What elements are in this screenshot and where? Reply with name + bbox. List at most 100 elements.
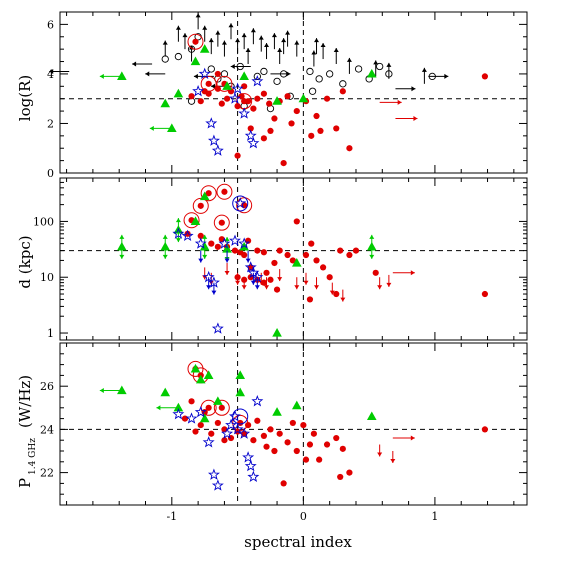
red-down-arrow-head xyxy=(390,459,396,463)
blue-down-arrow-head xyxy=(254,285,260,290)
black-upper-limit-arrow-head xyxy=(250,28,256,33)
red-point xyxy=(267,276,274,283)
red-point xyxy=(313,257,320,264)
red-down-arrow-head xyxy=(314,285,320,290)
blue-star-point xyxy=(244,129,257,141)
black-right-limit-arrow-head xyxy=(286,71,291,77)
green-triangle-point xyxy=(117,385,127,395)
green-triangle-point xyxy=(222,244,232,253)
blue-star-point xyxy=(244,261,257,273)
y-axis-title-power-subscript: 1.4 GHz xyxy=(28,438,38,475)
red-point xyxy=(337,473,344,481)
red-circle-ring xyxy=(216,183,233,200)
green-triangle-point xyxy=(272,96,282,105)
green-triangle-point xyxy=(160,387,171,397)
red-circle-ring xyxy=(232,414,249,431)
green-triangle-point xyxy=(235,387,246,397)
red-point xyxy=(267,426,274,433)
green-triangle-point xyxy=(199,413,210,423)
y-tick-label: 100 xyxy=(33,215,54,228)
blue-star-point xyxy=(198,67,211,80)
black-open-circle-point xyxy=(326,70,334,78)
black-open-circle-point xyxy=(306,67,314,76)
green-left-arrow-head xyxy=(149,125,154,131)
blue-star-point xyxy=(228,234,241,246)
black-upper-limit-arrow-head xyxy=(346,57,352,62)
red-point xyxy=(197,232,204,240)
red-circled-point xyxy=(197,202,204,209)
red-point xyxy=(271,259,278,267)
blue-star-point xyxy=(207,468,220,480)
red-point xyxy=(234,274,241,281)
red-point xyxy=(276,247,283,254)
red-point xyxy=(271,115,278,122)
green-triangle-point xyxy=(199,191,210,201)
blue-star-point xyxy=(202,270,215,283)
y-axis-title-log-r: log(R) xyxy=(16,75,34,121)
red-point xyxy=(310,430,317,437)
y-tick-label: 26 xyxy=(40,380,54,393)
black-upper-limit-arrow-head xyxy=(285,30,291,35)
red-circle-ring xyxy=(187,360,204,377)
red-right-arrow-head xyxy=(397,99,402,105)
blue-star-point xyxy=(185,412,198,424)
black-upper-limit-arrow-head xyxy=(386,62,392,67)
green-triangle-point xyxy=(291,257,302,267)
red-point xyxy=(313,112,320,120)
red-point xyxy=(241,251,248,259)
blue-star-point xyxy=(244,459,257,472)
red-point xyxy=(250,437,257,444)
red-point xyxy=(317,127,324,134)
red-point xyxy=(293,107,300,115)
y-tick-label: 1 xyxy=(47,327,54,340)
red-down-arrow-head xyxy=(235,280,241,285)
black-upper-limit-arrow-head xyxy=(202,25,208,30)
red-circle-ring xyxy=(187,33,204,50)
red-point xyxy=(302,456,310,463)
red-point xyxy=(223,95,231,102)
red-point xyxy=(346,251,353,259)
red-down-arrow-head xyxy=(202,275,208,280)
x-axis-title: spectral index xyxy=(244,533,352,551)
black-upper-limit-arrow-head xyxy=(264,43,270,48)
black-upper-limit-arrow-head xyxy=(241,33,247,38)
black-open-circle-point xyxy=(308,87,317,95)
green-down-arrow-head xyxy=(202,254,208,259)
red-down-arrow-head xyxy=(264,285,270,290)
red-point xyxy=(323,95,331,102)
red-point xyxy=(254,417,261,424)
x-tick-label: -1 xyxy=(166,510,177,523)
red-point xyxy=(227,434,235,442)
red-point xyxy=(293,447,300,455)
green-triangle-point xyxy=(167,123,177,133)
red-circle-ring xyxy=(192,197,209,214)
blue-down-arrow-head xyxy=(224,258,230,263)
x-tick-label: 0 xyxy=(300,510,307,523)
black-open-circle-point xyxy=(260,67,268,76)
red-right-arrow-head xyxy=(410,270,415,276)
red-point xyxy=(263,443,270,450)
green-triangle-point xyxy=(117,241,127,251)
plot-frame xyxy=(59,177,528,341)
red-point xyxy=(266,100,273,107)
red-point xyxy=(250,105,257,112)
red-point xyxy=(273,286,281,293)
red-circle-ring xyxy=(216,75,233,92)
black-upper-limit-arrow-head xyxy=(235,38,241,43)
red-point xyxy=(346,469,353,476)
red-down-arrow-head xyxy=(377,452,383,457)
blue-star-point xyxy=(242,451,255,463)
panel-distance: 1 10 100 xyxy=(33,177,528,341)
blue-star-point xyxy=(211,144,224,156)
red-circled-point xyxy=(192,38,199,45)
red-point xyxy=(263,269,270,276)
green-triangle-point xyxy=(272,407,282,416)
black-upper-limit-arrow-head xyxy=(208,38,214,43)
red-circled-point xyxy=(218,404,225,411)
y-tick-label: 22 xyxy=(40,467,54,480)
y-tick-label: 10 xyxy=(40,271,54,284)
red-point xyxy=(280,480,287,487)
black-upper-limit-arrow-head xyxy=(245,48,251,53)
green-triangle-point xyxy=(195,374,206,384)
red-down-arrow-head xyxy=(377,285,383,290)
